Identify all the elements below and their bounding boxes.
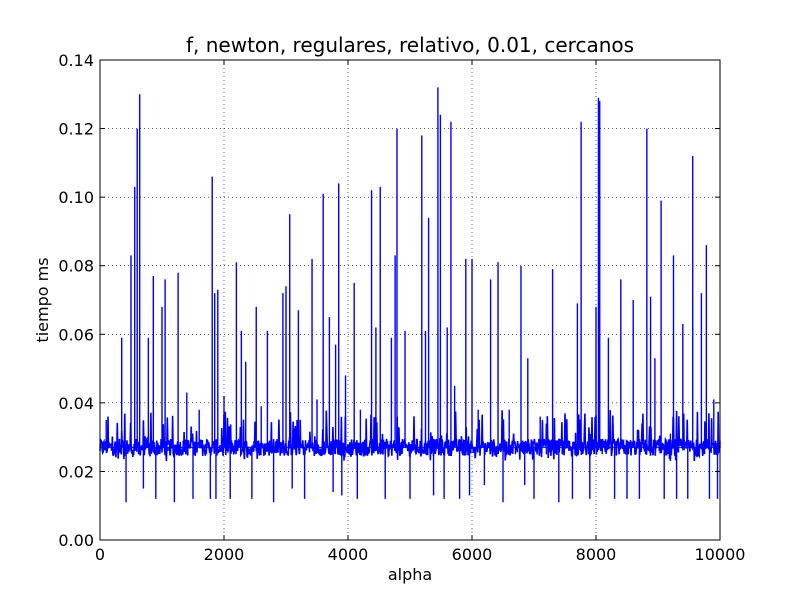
y-tick-label: 0.10 [58,188,94,207]
y-tick-label: 0.02 [58,462,94,481]
y-tick-label: 0.00 [58,531,94,550]
x-tick-label: 8000 [576,545,617,564]
y-tick-label: 0.14 [58,51,94,70]
y-tick-label: 0.04 [58,394,94,413]
x-tick-label: 0 [95,545,105,564]
plot-area [99,87,721,503]
x-tick-label: 6000 [452,545,493,564]
chart-title: f, newton, regulares, relativo, 0.01, ce… [186,33,634,57]
x-tick-label: 4000 [328,545,369,564]
y-tick-label: 0.12 [58,120,94,139]
grid [100,60,720,540]
x-axis-label: alpha [388,565,432,584]
x-tick-label: 2000 [204,545,245,564]
axes-frame [99,59,721,541]
y-tick-label: 0.06 [58,325,94,344]
y-tick-label: 0.08 [58,257,94,276]
x-tick-label: 10000 [695,545,746,564]
ticks: 0 2000 4000 6000 8000 10000 0.00 0.02 0.04 0.06 0.… [58,51,745,564]
y-axis-label: tiempo ms [33,257,52,342]
